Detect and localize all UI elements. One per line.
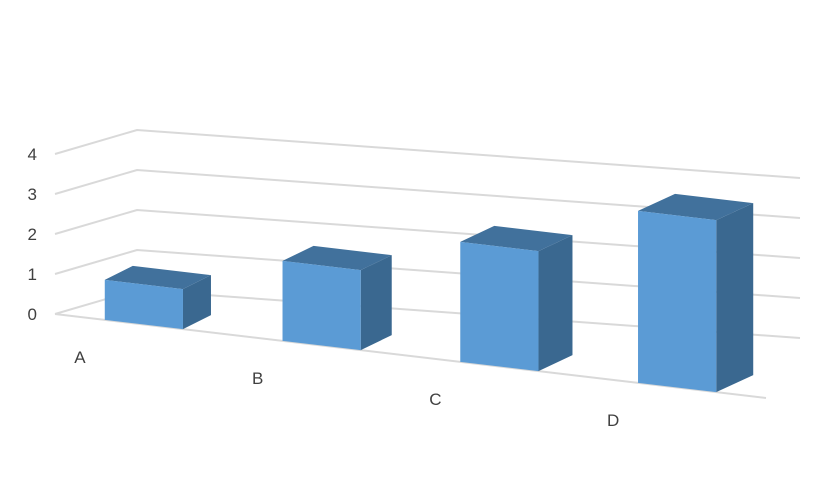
x-tick-label: D [607,411,619,430]
gridline-3 [54,168,801,219]
bar-front [104,279,183,330]
bar-front [460,241,539,372]
x-tick-label: C [429,390,441,409]
bar-top [638,193,754,221]
bar-side [182,275,211,330]
y-tick-label: 4 [28,145,37,164]
bar [638,193,754,393]
x-tick-label: B [252,369,263,388]
bars [104,193,754,393]
bar [104,265,211,330]
bar-top [282,245,392,271]
bar [282,245,392,351]
y-tick-label: 0 [28,305,37,324]
bar-top [104,265,211,290]
y-axis: 0 1 2 3 4 [28,145,37,324]
x-axis: A B C D [74,348,619,430]
bar-top [460,225,573,252]
bar [460,225,573,372]
bar-front [282,260,361,351]
gridline-1 [54,248,801,299]
gridline-2 [54,208,801,259]
bar-front [638,210,717,393]
bar-side [538,235,573,372]
x-tick-label: A [74,348,86,367]
y-tick-label: 2 [28,225,37,244]
gridlines [54,128,801,399]
y-tick-label: 3 [28,185,37,204]
gridline-4 [54,128,801,179]
bar-side [360,255,392,351]
y-tick-label: 1 [28,265,37,284]
bar-side [716,203,754,393]
